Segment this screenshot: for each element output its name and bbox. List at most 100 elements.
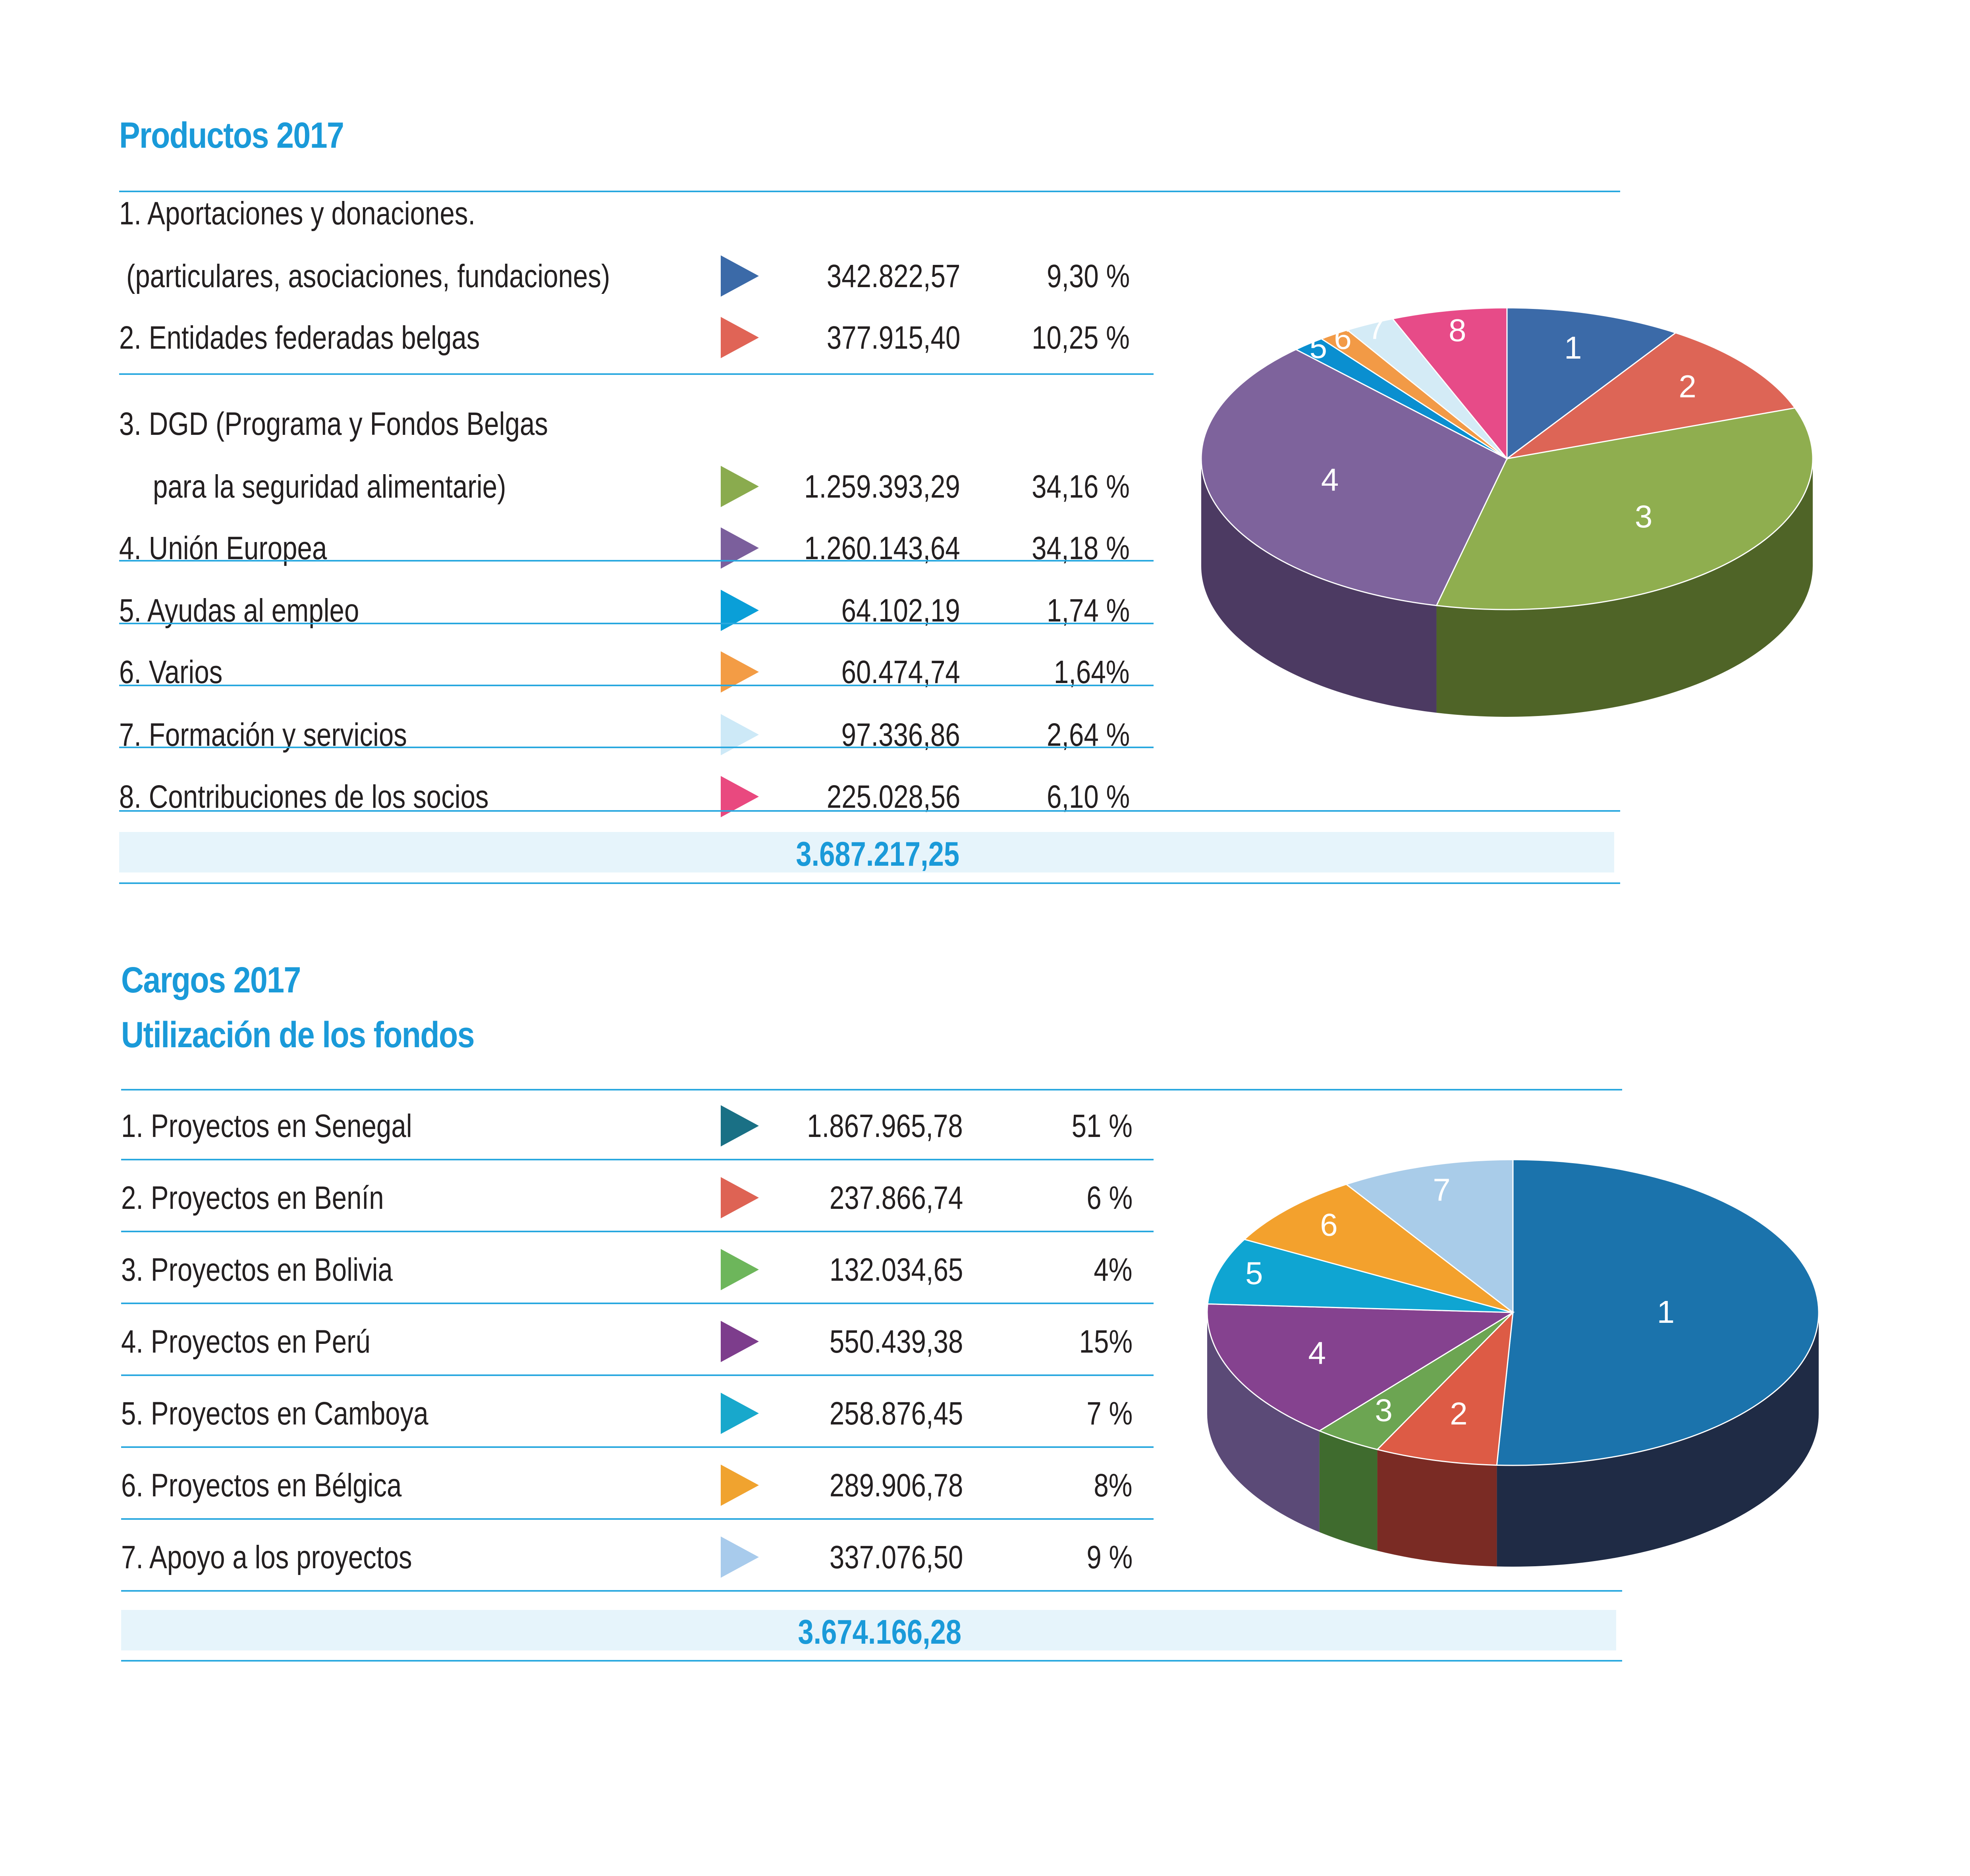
product-value: 225.028,56: [826, 779, 960, 815]
row-divider: [119, 747, 1154, 748]
pie-slice-side: [1377, 1449, 1497, 1567]
charges-subheading: Utilización de los fondos: [121, 1015, 475, 1055]
charge-label: 3. Proyectos en Bolivia: [121, 1252, 393, 1288]
product-value: 377.915,40: [826, 320, 960, 356]
product-label-line-1: 1. Aportaciones y donaciones.: [119, 195, 476, 232]
legend-arrow-icon: [721, 1393, 759, 1434]
pie-slice-side: [1207, 1312, 1320, 1532]
products-top-rule: [119, 191, 1620, 192]
row-divider: [121, 1374, 1154, 1376]
pie-slice-label: 1: [1564, 330, 1582, 365]
product-percent: 34,16 %: [1032, 469, 1130, 505]
legend-arrow-icon: [721, 527, 759, 569]
product-label-line-1: 3. DGD (Programa y Fondos Belgas: [119, 406, 548, 442]
pie-slice-label: 2: [1679, 369, 1696, 404]
product-percent: 1,64%: [1054, 654, 1130, 690]
product-percent: 1,74 %: [1046, 593, 1130, 629]
pie-slice: [1200, 349, 1508, 606]
product-label: 6. Varios: [119, 654, 223, 690]
legend-arrow-icon: [721, 255, 759, 297]
legend-arrow-icon: [721, 1249, 759, 1290]
pie-slice-label: 2: [1450, 1396, 1468, 1431]
product-label: 5. Ayudas al empleo: [119, 593, 359, 629]
product-label: 2. Entidades federadas belgas: [119, 320, 480, 356]
charge-percent: 7 %: [1086, 1395, 1133, 1432]
charge-percent: 15%: [1079, 1324, 1133, 1360]
pie-slice-label: 4: [1308, 1336, 1326, 1371]
charge-value: 258.876,45: [829, 1395, 963, 1432]
products-total-rule: [119, 882, 1620, 884]
row-divider: [119, 373, 1154, 375]
charges-total: 3.674.166,28: [798, 1613, 961, 1651]
pie-slice-label: 3: [1375, 1393, 1393, 1428]
pie-slice: [1507, 332, 1796, 459]
products-total: 3.687.217,25: [796, 835, 959, 873]
legend-arrow-icon: [721, 1105, 759, 1146]
product-value: 60.474,74: [841, 654, 960, 690]
pie-slice-label: 5: [1310, 330, 1327, 365]
product-label: 4. Unión Europea: [119, 530, 327, 566]
pie-slice: [1436, 407, 1814, 610]
charges-bottom-rule: [121, 1590, 1622, 1592]
charge-value: 289.906,78: [829, 1467, 963, 1504]
products-bottom-rule: [119, 810, 1620, 812]
charges-top-rule: [121, 1089, 1622, 1090]
pie-slice-side: [1319, 1431, 1378, 1551]
product-value: 97.336,86: [841, 717, 960, 753]
pie-slice: [1506, 307, 1677, 460]
pie-slice: [1207, 1239, 1513, 1313]
pie-slice: [1243, 1183, 1513, 1313]
pie-slice-label: 8: [1449, 313, 1466, 348]
product-value: 1.260.143,64: [804, 530, 960, 566]
products-pie-chart: 1 2 3 4 5 6 7 8: [1200, 307, 1814, 717]
product-label: 7. Formación y servicios: [119, 717, 407, 753]
legend-arrow-icon: [721, 1536, 759, 1578]
charge-label: 2. Proyectos en Benín: [121, 1180, 384, 1216]
row-divider: [119, 685, 1154, 686]
charge-value: 337.076,50: [829, 1539, 963, 1575]
pie-slice-label: 4: [1321, 462, 1339, 498]
charge-percent: 51 %: [1071, 1108, 1133, 1144]
pie-slice: [1206, 1303, 1515, 1432]
product-percent: 2,64 %: [1046, 717, 1130, 753]
charge-label: 4. Proyectos en Perú: [121, 1324, 370, 1360]
pie-slice: [1391, 307, 1508, 461]
product-value: 64.102,19: [841, 593, 960, 629]
pie-slice-label: 7: [1368, 311, 1385, 346]
legend-arrow-icon: [721, 590, 759, 631]
charge-percent: 6 %: [1086, 1180, 1133, 1216]
pie-slice-label: 7: [1433, 1172, 1451, 1207]
product-percent: 9,30 %: [1046, 258, 1130, 294]
pie-slice: [1376, 1310, 1514, 1466]
charge-value: 1.867.965,78: [807, 1108, 963, 1144]
product-value: 1.259.393,29: [804, 469, 960, 505]
charge-label: 7. Apoyo a los proyectos: [121, 1539, 412, 1575]
row-divider: [121, 1231, 1154, 1232]
pie-slice-label: 6: [1334, 320, 1352, 355]
pie-slice-side: [1201, 459, 1437, 713]
products-total-bar: [119, 832, 1614, 872]
charges-heading: Cargos 2017: [121, 960, 301, 1000]
legend-arrow-icon: [721, 651, 759, 693]
product-label: (particulares, asociaciones, fundaciones…: [126, 258, 610, 294]
charge-value: 132.034,65: [829, 1252, 963, 1288]
pie-slice-side: [1436, 459, 1813, 717]
pie-slice: [1345, 1159, 1514, 1314]
product-label: para la seguridad alimentarie): [153, 469, 506, 505]
charges-total-rule: [121, 1660, 1622, 1662]
legend-arrow-icon: [721, 1465, 759, 1506]
charge-percent: 4%: [1094, 1252, 1133, 1288]
pie-slice-label: 6: [1320, 1207, 1338, 1243]
product-label: 8. Contribuciones de los socios: [119, 779, 489, 815]
legend-arrow-icon: [721, 1321, 759, 1362]
product-value: 342.822,57: [826, 258, 960, 294]
charge-label: 6. Proyectos en Bélgica: [121, 1467, 402, 1504]
charge-label: 5. Proyectos en Camboya: [121, 1395, 428, 1432]
pie-slice-label: 3: [1635, 499, 1653, 534]
product-percent: 34,18 %: [1032, 530, 1130, 566]
product-percent: 6,10 %: [1046, 779, 1130, 815]
row-divider: [121, 1518, 1154, 1520]
charges-pie-chart: 1 2 3 4 5 6 7: [1206, 1159, 1820, 1567]
row-divider: [119, 623, 1154, 624]
products-heading: Productos 2017: [119, 115, 344, 156]
